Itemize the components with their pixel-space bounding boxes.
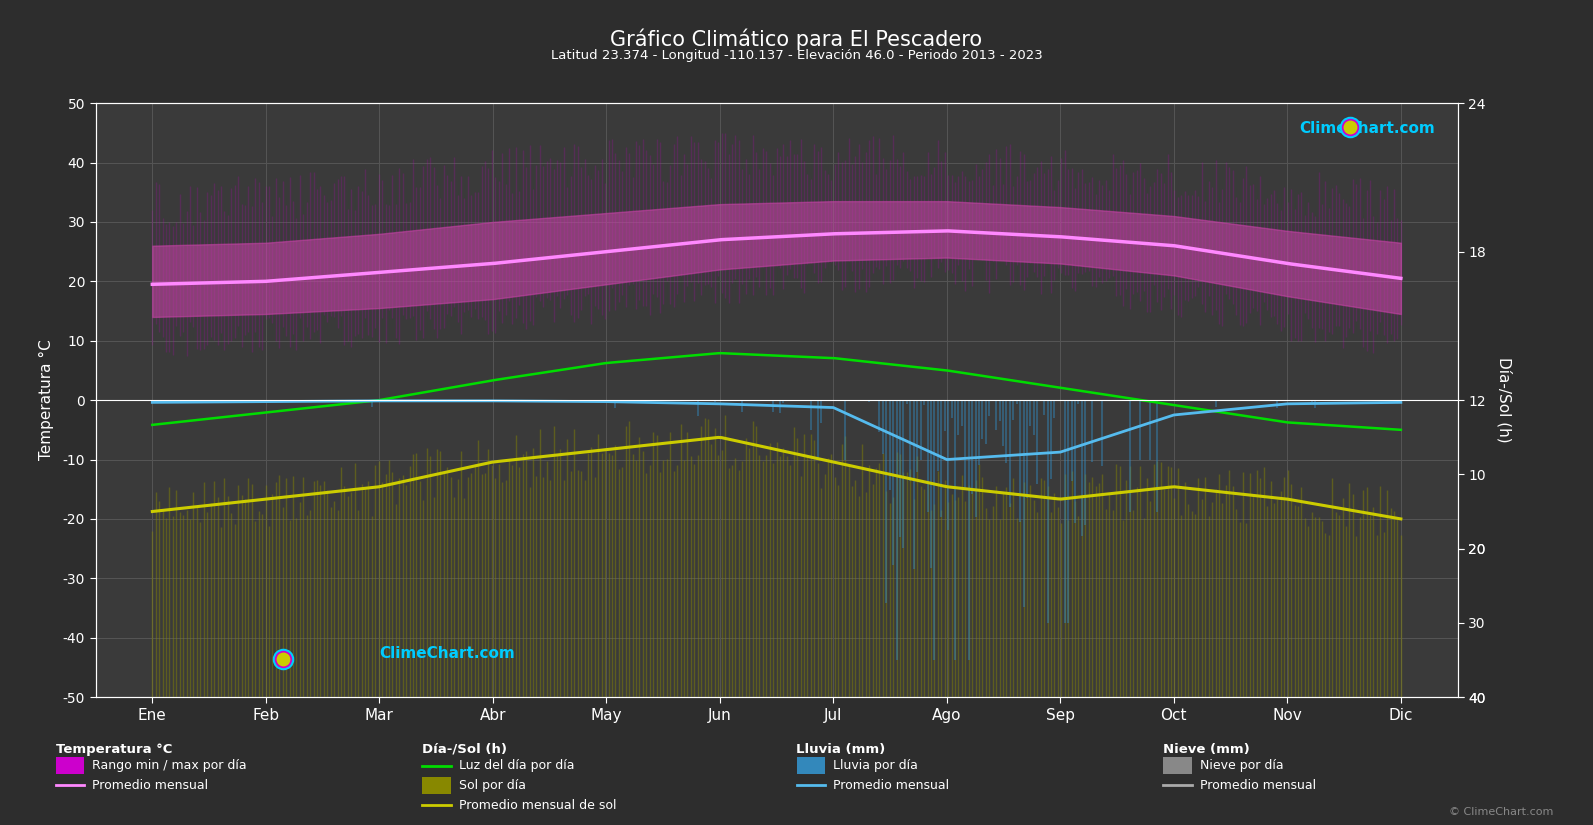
Text: Promedio mensual: Promedio mensual <box>1200 779 1316 792</box>
Text: Promedio mensual: Promedio mensual <box>833 779 949 792</box>
Text: ClimeChart.com: ClimeChart.com <box>379 647 515 662</box>
Text: Lluvia por día: Lluvia por día <box>833 759 918 772</box>
Text: Gráfico Climático para El Pescadero: Gráfico Climático para El Pescadero <box>610 29 983 50</box>
Text: Latitud 23.374 - Longitud -110.137 - Elevación 46.0 - Periodo 2013 - 2023: Latitud 23.374 - Longitud -110.137 - Ele… <box>551 50 1042 63</box>
Text: Temperatura °C: Temperatura °C <box>56 742 172 756</box>
Text: Nieve (mm): Nieve (mm) <box>1163 742 1249 756</box>
Y-axis label: Día-/Sol (h): Día-/Sol (h) <box>1497 357 1512 443</box>
Y-axis label: Lluvia / Nieve (mm): Lluvia / Nieve (mm) <box>0 325 14 475</box>
Text: Sol por día: Sol por día <box>459 779 526 792</box>
Text: Promedio mensual: Promedio mensual <box>92 779 209 792</box>
Text: Luz del día por día: Luz del día por día <box>459 759 575 772</box>
Text: Nieve por día: Nieve por día <box>1200 759 1282 772</box>
Y-axis label: Temperatura °C: Temperatura °C <box>40 340 54 460</box>
Text: Rango min / max por día: Rango min / max por día <box>92 759 247 772</box>
Text: Promedio mensual de sol: Promedio mensual de sol <box>459 799 616 812</box>
Text: © ClimeChart.com: © ClimeChart.com <box>1448 807 1553 817</box>
Text: Día-/Sol (h): Día-/Sol (h) <box>422 742 507 756</box>
Text: Lluvia (mm): Lluvia (mm) <box>796 742 886 756</box>
Text: ClimeChart.com: ClimeChart.com <box>1300 121 1435 136</box>
